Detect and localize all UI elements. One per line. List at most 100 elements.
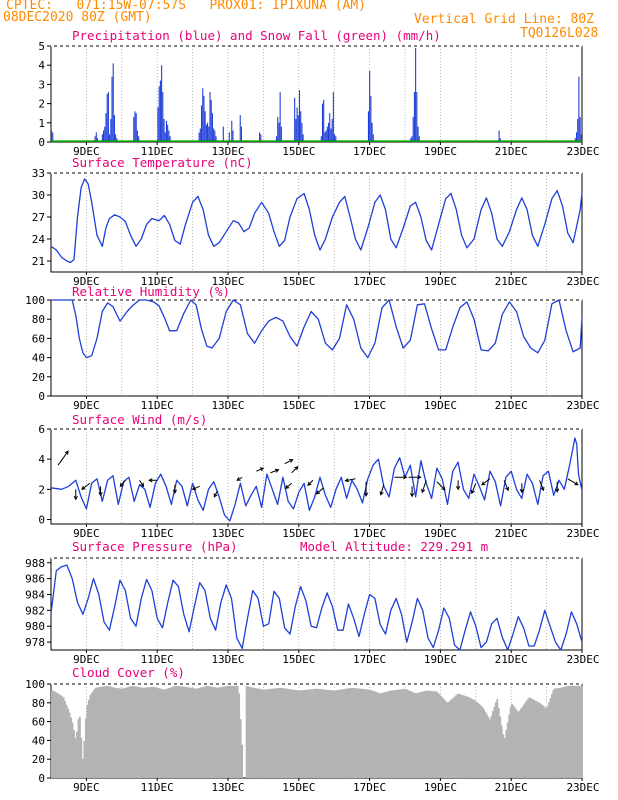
y-tick-label: 60	[32, 332, 45, 345]
cloud-bar	[73, 730, 75, 778]
precip-bar	[106, 94, 108, 142]
cloud-bar	[62, 697, 65, 778]
precip-bar	[113, 115, 115, 142]
cloud-bar	[238, 693, 241, 778]
cloud-bar	[343, 689, 345, 778]
wind-arrow-head	[555, 488, 560, 493]
precip-bar	[280, 126, 282, 142]
cloud-bar	[450, 699, 453, 778]
wind-arrow	[307, 479, 314, 486]
wind-arrow-head	[284, 484, 290, 489]
precip-bar	[104, 126, 106, 142]
cloud-bar	[438, 694, 441, 778]
cloud-bar	[288, 689, 291, 778]
cloud-bar	[64, 701, 67, 778]
x-tick-label: 17DEC	[353, 527, 386, 540]
cloud-bar	[537, 702, 540, 778]
cloud-bar	[253, 687, 255, 778]
wind-arrow-head	[417, 475, 422, 480]
cloud-bar	[163, 689, 165, 778]
x-tick-label: 13DEC	[211, 275, 244, 288]
precip-bar	[94, 136, 96, 142]
precip-bar	[296, 107, 298, 142]
cloud-bar	[310, 689, 313, 778]
y-tick-label: 4	[38, 453, 45, 466]
x-tick-label: 19DEC	[424, 145, 457, 158]
precip-bar	[418, 136, 420, 142]
cloud-bar	[514, 707, 516, 778]
cloud-bar	[437, 692, 440, 778]
precip-bar	[331, 118, 333, 142]
cloud-bar	[494, 702, 497, 778]
cloud-bar	[552, 689, 555, 778]
wind-arrow	[256, 467, 264, 472]
y-tick-label: 4	[38, 59, 45, 72]
cloud-bar	[233, 685, 236, 778]
cloud-bar	[210, 686, 213, 778]
precip-bar	[369, 70, 371, 142]
precip-bar	[320, 136, 322, 142]
precip-bar	[335, 136, 337, 142]
cloud-bar	[409, 690, 412, 778]
cloud-bar	[365, 689, 367, 778]
cloud-bar	[164, 689, 167, 778]
cloud-bar	[475, 701, 478, 778]
cloud-bar	[287, 688, 289, 778]
cloud-bar	[174, 685, 177, 778]
cloud-bar	[353, 687, 356, 778]
y-tick-label: 984	[25, 588, 45, 601]
x-tick-label: 15DEC	[282, 781, 315, 794]
cloud-bar	[289, 689, 292, 778]
cloud-bar	[166, 688, 168, 778]
cloud-bar	[297, 690, 300, 778]
x-tick-label: 23DEC	[566, 145, 599, 158]
y-tick-label: 20	[32, 753, 45, 766]
cloud-bar	[104, 686, 106, 778]
cloud-bar	[276, 688, 279, 778]
cloud-bar	[179, 686, 182, 778]
cloud-bar	[222, 686, 224, 778]
cloud-bar	[564, 686, 567, 778]
cloud-bar	[81, 758, 84, 778]
cloud-bar	[334, 690, 336, 778]
precip-bar	[297, 115, 299, 142]
cloud-bar	[461, 694, 463, 778]
cloud-bar	[487, 716, 490, 778]
cloud-bar	[272, 688, 275, 778]
cloud-bar	[315, 688, 317, 778]
cloud-bar	[434, 691, 437, 778]
cloud-bar	[530, 698, 533, 778]
date-header: 08DEC2020 80Z (GMT)	[3, 10, 152, 25]
x-tick-label: 9DEC	[73, 399, 100, 412]
cloud-bar	[58, 694, 61, 778]
cloud-bar	[65, 704, 68, 778]
cloud-bar	[105, 686, 108, 778]
y-tick-label: 2	[38, 98, 45, 111]
wind-arrow-head	[409, 492, 415, 498]
y-tick-label: 0	[38, 772, 45, 785]
wind-arrow-head	[294, 465, 299, 471]
precip-bar	[167, 124, 169, 142]
cloud-bar	[152, 686, 155, 778]
cloud-bar	[301, 690, 304, 778]
cloud-bar	[132, 685, 134, 778]
precip-bar	[51, 130, 53, 142]
cloud-bar	[540, 704, 543, 778]
cloud-bar	[385, 691, 388, 778]
cloud-bar	[350, 687, 353, 778]
cloud-bar	[107, 685, 109, 778]
cloud-bar	[425, 690, 428, 778]
cloud-bar	[427, 690, 429, 778]
cloud-bar	[341, 689, 344, 778]
precip-bar	[302, 134, 304, 142]
x-tick-label: 11DEC	[141, 275, 174, 288]
cloud-bar	[388, 690, 391, 778]
cloud-bar	[369, 689, 372, 778]
x-tick-label: 23DEC	[566, 275, 599, 288]
precip-bar	[52, 132, 54, 142]
cloud-bar	[344, 688, 347, 778]
precip-bar	[136, 130, 138, 142]
cloud-bar	[505, 730, 508, 778]
cloud-bar	[80, 737, 83, 778]
cloud-bar	[416, 692, 419, 778]
